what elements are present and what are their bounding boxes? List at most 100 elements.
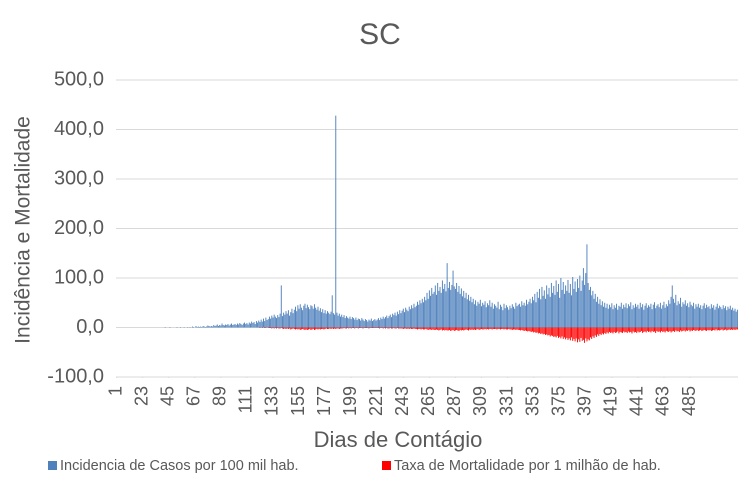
bar [733,327,735,330]
bar [272,317,274,328]
bar [614,307,616,328]
bar [340,316,341,328]
bar [636,327,638,333]
bar [584,284,586,328]
bar [611,327,613,333]
bar [340,327,341,329]
bar [390,317,392,328]
bar [293,327,295,329]
bar [569,283,571,328]
bar [656,305,658,328]
bar [620,327,622,333]
bar [428,327,430,330]
bar [606,303,608,328]
bar [488,305,490,328]
bar [518,303,520,328]
bar [611,303,613,328]
bar [398,327,400,329]
bar [452,327,454,330]
bar [594,327,596,336]
bar [632,327,634,332]
bar [413,303,415,328]
x-tick-label: 67 [184,386,204,406]
bar [417,327,418,330]
bar [234,324,236,328]
bar [654,302,655,328]
bar [336,312,338,328]
bar [207,325,209,328]
bar [573,327,575,339]
bar [536,327,538,333]
bar [236,323,238,328]
bar [662,327,664,332]
bar [714,327,716,331]
bar [330,327,332,329]
bar [508,327,510,329]
bar [683,304,685,328]
bar [517,304,519,328]
bar [566,290,568,328]
bar [464,327,466,330]
bar [612,327,614,334]
bar [526,327,527,331]
bar [499,327,501,330]
bar [463,327,465,331]
bar [363,321,365,328]
bar [245,324,247,328]
bar [664,327,666,333]
bar [407,327,409,329]
y-axis-title: Incidência e Mortalidade [12,116,35,344]
bar [318,310,320,328]
bar [451,284,453,328]
bar [370,318,372,328]
bar [472,298,474,328]
bar [536,291,538,328]
bar [606,327,608,333]
bar [406,309,408,328]
bar [719,327,721,331]
bar [239,323,241,328]
bar [454,288,456,328]
bar [709,327,711,330]
bar [278,327,280,329]
bar [473,327,475,330]
x-tick-label: 375 [548,386,568,416]
bar [484,301,486,328]
bar [367,321,369,328]
bar [404,327,405,329]
bar [562,281,564,328]
bar [590,286,591,328]
bar [563,293,565,328]
bar [636,306,638,328]
bar [719,305,721,328]
bar [677,301,679,328]
bar [651,309,653,328]
bar [361,318,363,328]
bar [561,289,563,328]
bar [708,327,710,331]
bar [554,294,556,328]
bar [529,327,531,332]
bar [453,286,455,328]
bar [309,327,311,329]
bar [208,326,210,328]
bar [642,304,644,328]
bar [720,307,722,328]
bar [721,309,723,328]
bar [521,327,523,330]
bar [639,302,641,328]
bar [444,327,446,331]
bar [264,321,266,328]
bar [458,285,460,328]
bar [617,327,619,332]
bar [287,327,289,329]
bar [714,309,716,328]
bar [650,327,652,333]
bar [587,327,589,340]
bar [494,327,496,329]
bar [231,323,232,328]
bar [555,327,557,338]
bar [633,327,635,333]
bar [368,327,370,329]
bar [394,312,396,328]
